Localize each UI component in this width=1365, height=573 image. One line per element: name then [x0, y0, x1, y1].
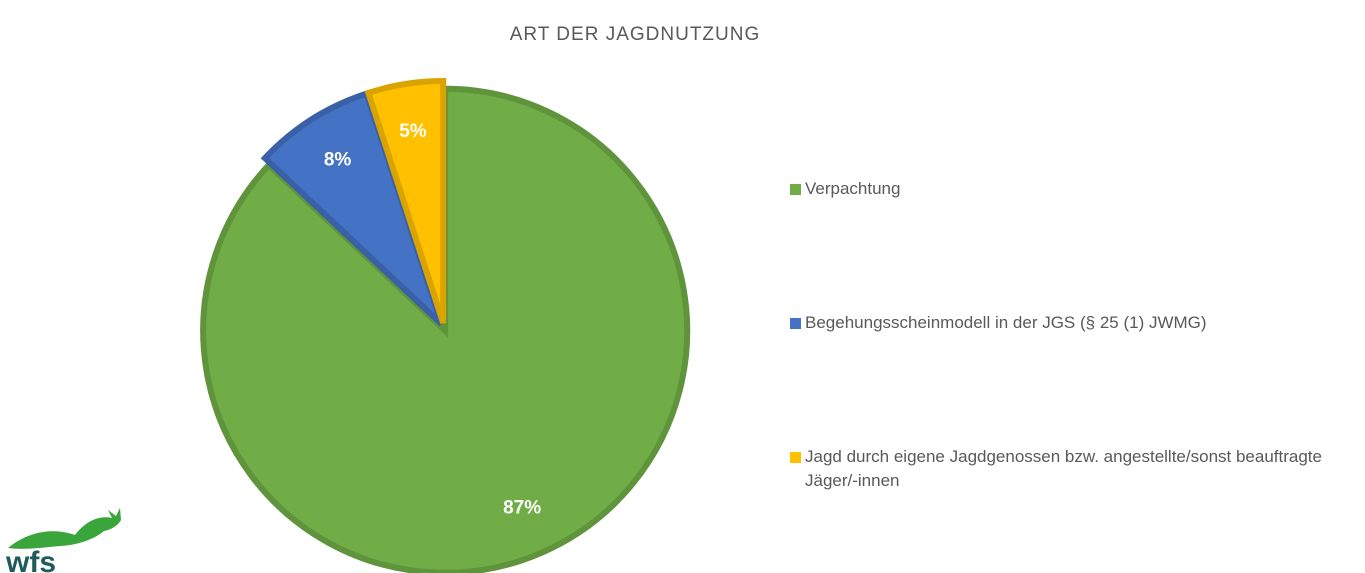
legend-swatch	[790, 318, 801, 329]
pie-slice	[364, 78, 447, 324]
pie-slice	[260, 89, 445, 326]
data-label: 5%	[399, 121, 427, 142]
legend-item: Jagd durch eigene Jagdgenossen bzw. ange…	[790, 445, 1350, 493]
data-label: 8%	[324, 149, 352, 170]
pie-slice	[200, 85, 691, 573]
data-label: 87%	[503, 497, 541, 518]
chart-title: ART DER JAGDNUTZUNG	[510, 24, 761, 45]
legend-item: Begehungsscheinmodell in der JGS (§ 25 (…	[790, 311, 1350, 335]
legend-label: Begehungsscheinmodell in der JGS (§ 25 (…	[805, 313, 1207, 332]
legend-swatch	[790, 452, 801, 463]
logo-text: wfs	[5, 546, 56, 573]
legend-item: Verpachtung	[790, 177, 1350, 201]
logo: wfs	[5, 508, 121, 573]
legend-label: Verpachtung	[805, 179, 901, 198]
legend-label: Jagd durch eigene Jagdgenossen bzw. ange…	[805, 447, 1322, 490]
legend-swatch	[790, 184, 801, 195]
logo-hare	[8, 508, 121, 549]
